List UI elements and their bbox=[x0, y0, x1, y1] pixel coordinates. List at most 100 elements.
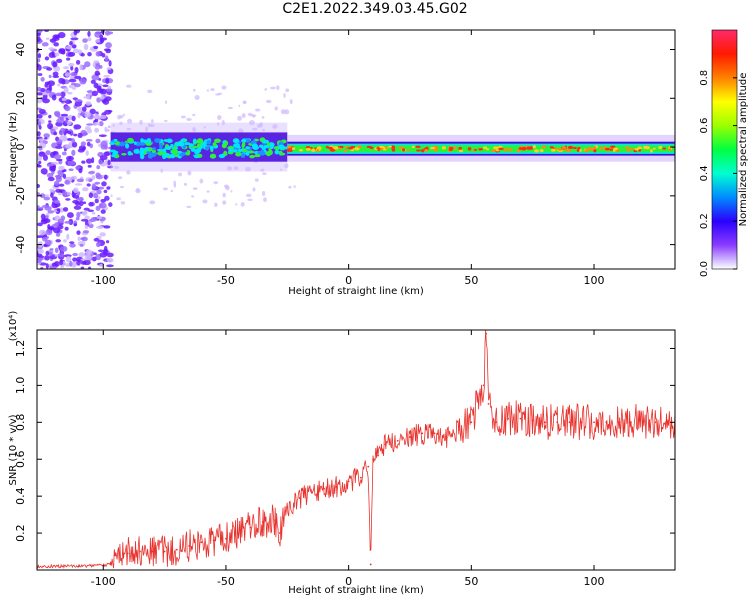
snr-point bbox=[298, 497, 301, 499]
band-peak bbox=[668, 148, 672, 151]
band-blob bbox=[113, 138, 118, 142]
band-peak bbox=[584, 149, 589, 153]
band-peak bbox=[557, 148, 563, 151]
band-peak bbox=[539, 149, 544, 152]
speckle-point bbox=[45, 89, 51, 94]
band-peak bbox=[604, 147, 611, 151]
band-peak bbox=[398, 146, 404, 150]
band-peak bbox=[628, 147, 634, 151]
speckle-point bbox=[119, 121, 123, 125]
band-peak bbox=[474, 148, 477, 151]
speckle-point bbox=[101, 181, 107, 187]
band-blob bbox=[157, 148, 164, 152]
snr-point bbox=[642, 421, 644, 424]
band-peak bbox=[625, 146, 630, 149]
band-blob bbox=[133, 149, 138, 154]
snr-point bbox=[347, 480, 350, 483]
speckle-point bbox=[38, 125, 42, 130]
speckle-point bbox=[47, 80, 56, 87]
speckle-point bbox=[216, 122, 220, 126]
speckle-point bbox=[78, 198, 84, 201]
speckle-point bbox=[37, 86, 42, 92]
band-peak bbox=[424, 149, 428, 153]
speckle-point bbox=[94, 70, 100, 76]
band-peak bbox=[329, 148, 336, 152]
band-blob bbox=[235, 151, 242, 157]
band-peak bbox=[526, 146, 531, 150]
speckle-point bbox=[88, 201, 94, 207]
band-peak bbox=[567, 145, 574, 150]
snr-series bbox=[37, 330, 675, 570]
band-peak bbox=[311, 148, 315, 152]
band-peak bbox=[482, 146, 488, 150]
snr-point bbox=[188, 545, 191, 547]
band-peak bbox=[588, 147, 595, 151]
speckle-point bbox=[178, 172, 182, 177]
y-tick-label: 0.2 bbox=[14, 524, 27, 542]
snr-line bbox=[37, 330, 675, 570]
speckle-point bbox=[75, 59, 81, 65]
speckle-point bbox=[186, 205, 192, 208]
speckle-point bbox=[58, 48, 66, 53]
speckle-point bbox=[80, 141, 86, 147]
speckle-point bbox=[95, 51, 101, 57]
speckle-point bbox=[224, 184, 229, 188]
band-peak bbox=[458, 149, 464, 153]
speckle-point bbox=[164, 100, 168, 104]
speckle-point bbox=[126, 118, 133, 124]
speckle-point bbox=[272, 124, 278, 129]
speckle-point bbox=[47, 226, 55, 230]
speckle-point bbox=[106, 257, 114, 263]
speckle-point bbox=[210, 88, 215, 92]
speckle-point bbox=[68, 168, 74, 172]
speckle-point bbox=[191, 195, 195, 198]
speckle-point bbox=[107, 125, 111, 129]
speckle-point bbox=[82, 230, 90, 234]
speckle-point bbox=[81, 160, 86, 164]
speckle-point bbox=[91, 157, 95, 164]
speckle-point bbox=[72, 252, 78, 257]
speckle-point bbox=[60, 253, 64, 258]
speckle-point bbox=[248, 119, 255, 126]
speckle-point bbox=[279, 168, 283, 171]
snr-point bbox=[396, 439, 399, 442]
speckle-point bbox=[93, 252, 97, 256]
band-peak bbox=[305, 147, 311, 151]
speckle-point bbox=[37, 131, 41, 137]
band-peak bbox=[577, 146, 581, 150]
y-tick-label: -20 bbox=[14, 187, 27, 205]
y-tick-label: 40 bbox=[14, 43, 27, 57]
speckle-point bbox=[107, 160, 111, 166]
speckle-point bbox=[82, 260, 91, 266]
speckle-point bbox=[55, 92, 62, 97]
x-tick-label: 0 bbox=[345, 274, 352, 287]
band-peak bbox=[550, 149, 556, 152]
speckle-point bbox=[91, 256, 97, 262]
band-peak bbox=[493, 146, 499, 150]
band-peak bbox=[609, 145, 616, 148]
speckle-point bbox=[95, 172, 101, 178]
speckle-point bbox=[98, 159, 103, 165]
speckle-point bbox=[215, 93, 221, 96]
speckle-point bbox=[163, 119, 168, 122]
speckle-point bbox=[69, 41, 73, 46]
speckle-point bbox=[55, 239, 62, 243]
speckle-point bbox=[44, 239, 52, 246]
speckle-point bbox=[68, 156, 72, 160]
band-blob bbox=[245, 138, 251, 143]
snr-point bbox=[593, 421, 595, 424]
band-peak bbox=[508, 148, 512, 152]
band-peak bbox=[286, 148, 291, 152]
speckle-point bbox=[145, 126, 149, 132]
speckle-point bbox=[48, 251, 53, 257]
speckle-point bbox=[217, 114, 222, 121]
band-peak bbox=[458, 146, 463, 151]
speckle-point bbox=[74, 30, 81, 34]
speckle-point bbox=[151, 119, 154, 124]
snr-point bbox=[445, 436, 448, 438]
snr-point bbox=[544, 421, 546, 424]
speckle-point bbox=[247, 198, 253, 202]
speckle-point bbox=[90, 79, 96, 84]
band-blob bbox=[148, 147, 153, 152]
band-peak bbox=[291, 147, 296, 150]
